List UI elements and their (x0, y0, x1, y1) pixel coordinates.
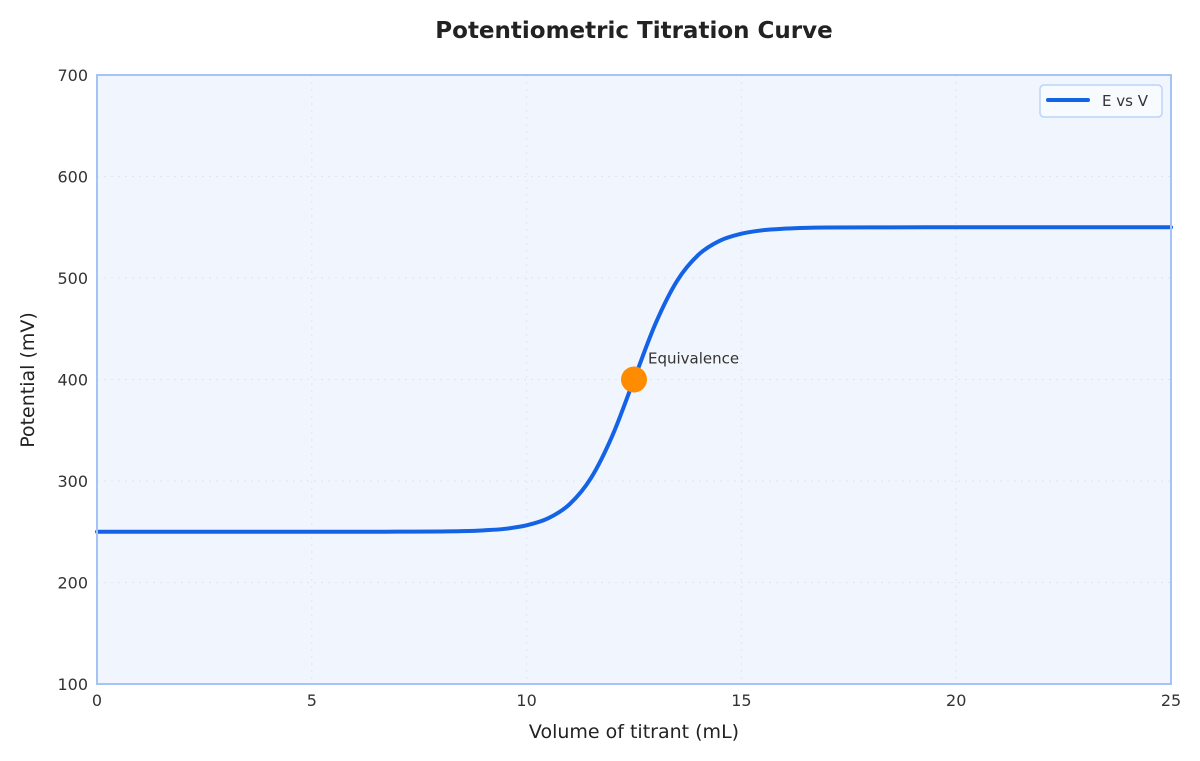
chart-title: Potentiometric Titration Curve (435, 18, 832, 44)
y-ticks: 100 200 300 400 500 600 700 (57, 66, 88, 694)
y-tick-label: 400 (57, 371, 88, 390)
x-ticks: 0 5 10 15 20 25 (92, 691, 1181, 710)
legend-box (1039, 84, 1163, 118)
x-axis-label: Volume of titrant (mL) (529, 721, 739, 743)
x-tick-label: 20 (946, 691, 966, 710)
x-tick-label: 25 (1161, 691, 1181, 710)
legend-label: E vs V (1102, 92, 1149, 110)
y-axis-label: Potential (mV) (17, 312, 39, 448)
equivalence-point-marker (621, 366, 647, 393)
y-tick-label: 600 (57, 168, 88, 187)
x-tick-label: 0 (92, 691, 102, 710)
equivalence-annotation: Equivalence (648, 350, 739, 368)
y-tick-label: 200 (57, 574, 88, 593)
y-tick-label: 100 (57, 675, 88, 694)
plot-frame (96, 74, 1172, 685)
x-tick-label: 15 (731, 691, 751, 710)
x-tick-label: 10 (516, 691, 536, 710)
series-layer: Equivalence (95, 225, 1173, 534)
series-line (95, 225, 1173, 534)
y-tick-label: 300 (57, 472, 88, 491)
y-tick-label: 700 (57, 66, 88, 85)
legend: E vs V (1039, 84, 1163, 118)
x-tick-label: 5 (307, 691, 317, 710)
y-tick-label: 500 (57, 269, 88, 288)
